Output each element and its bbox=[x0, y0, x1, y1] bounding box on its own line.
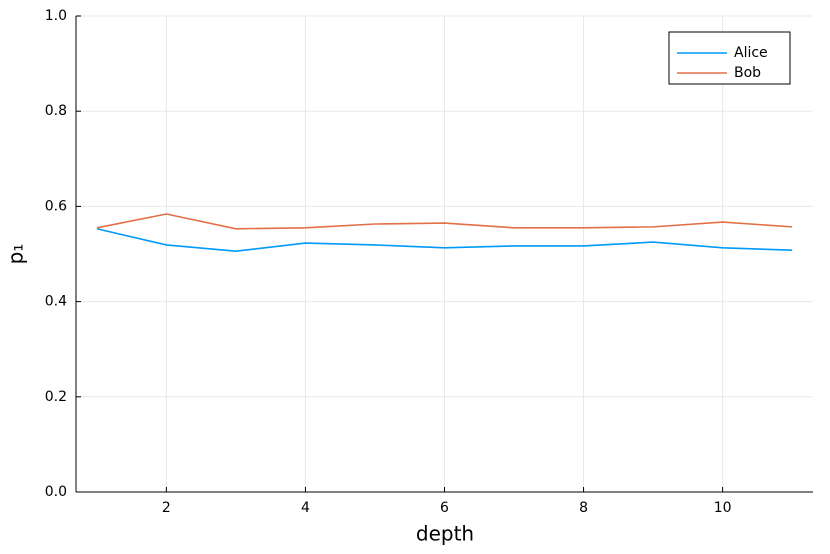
x-tick-label: 8 bbox=[579, 500, 588, 516]
x-tick-label: 6 bbox=[440, 500, 449, 516]
y-axis-label: p₁ bbox=[4, 244, 28, 265]
y-tick-label: 0.6 bbox=[45, 198, 67, 214]
y-tick-label: 0.2 bbox=[45, 389, 67, 405]
y-tick-label: 0.4 bbox=[45, 294, 67, 310]
x-axis-label: depth bbox=[416, 522, 474, 546]
y-tick-label: 0.0 bbox=[45, 484, 67, 500]
legend-box bbox=[668, 31, 791, 85]
y-tick-label: 1.0 bbox=[45, 8, 67, 24]
series-line bbox=[96, 213, 793, 230]
legend-label: Bob bbox=[734, 65, 761, 81]
y-tick-label: 0.8 bbox=[45, 103, 67, 119]
x-tick-label: 2 bbox=[162, 500, 171, 516]
x-tick-label: 10 bbox=[714, 500, 732, 516]
legend-label: Alice bbox=[734, 45, 768, 61]
x-tick-label: 4 bbox=[301, 500, 310, 516]
series-line bbox=[96, 227, 793, 252]
